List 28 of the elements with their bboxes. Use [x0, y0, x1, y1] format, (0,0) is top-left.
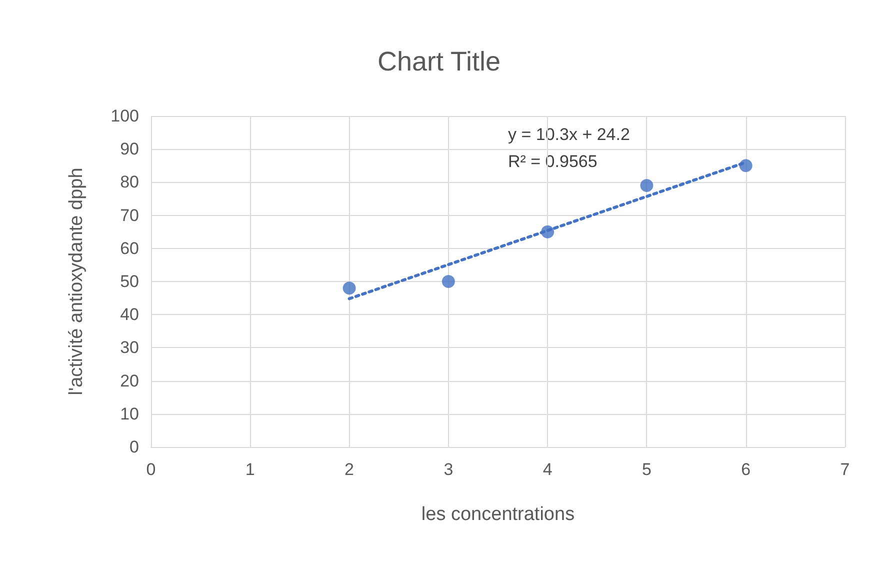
x-tick-label: 6	[741, 460, 751, 479]
annotation: R² = 0.9565	[508, 152, 598, 171]
y-tick-label: 100	[110, 106, 139, 126]
point	[739, 159, 752, 172]
x-tick-label: 3	[444, 460, 454, 479]
point	[442, 275, 455, 288]
x-tick-label: 4	[542, 460, 552, 479]
y-tick-label: 50	[120, 272, 139, 291]
x-tick-label: 2	[344, 460, 354, 479]
y-tick-label: 80	[120, 172, 139, 192]
y-tick-label: 10	[120, 404, 139, 424]
x-axis-title: les concentrations	[421, 504, 575, 525]
y-axis-title: l'activité antioxydante dpph	[66, 168, 87, 396]
y-tick-label: 0	[130, 438, 139, 456]
x-tick-label: 0	[146, 460, 156, 479]
point	[342, 282, 356, 295]
y-tick-label: 30	[120, 338, 139, 358]
point	[541, 225, 554, 238]
x-tick-label: 7	[840, 460, 850, 479]
y-tick-label: 90	[120, 140, 139, 159]
y-tick-label: 20	[120, 371, 139, 390]
x-tick-label: 1	[245, 460, 255, 479]
point	[640, 179, 654, 192]
y-tick-label: 60	[120, 238, 139, 258]
chart-title: Chart Title	[377, 46, 501, 76]
x-tick-label: 5	[642, 460, 652, 479]
y-tick-label: 40	[120, 305, 139, 324]
y-tick-label: 70	[120, 206, 139, 225]
